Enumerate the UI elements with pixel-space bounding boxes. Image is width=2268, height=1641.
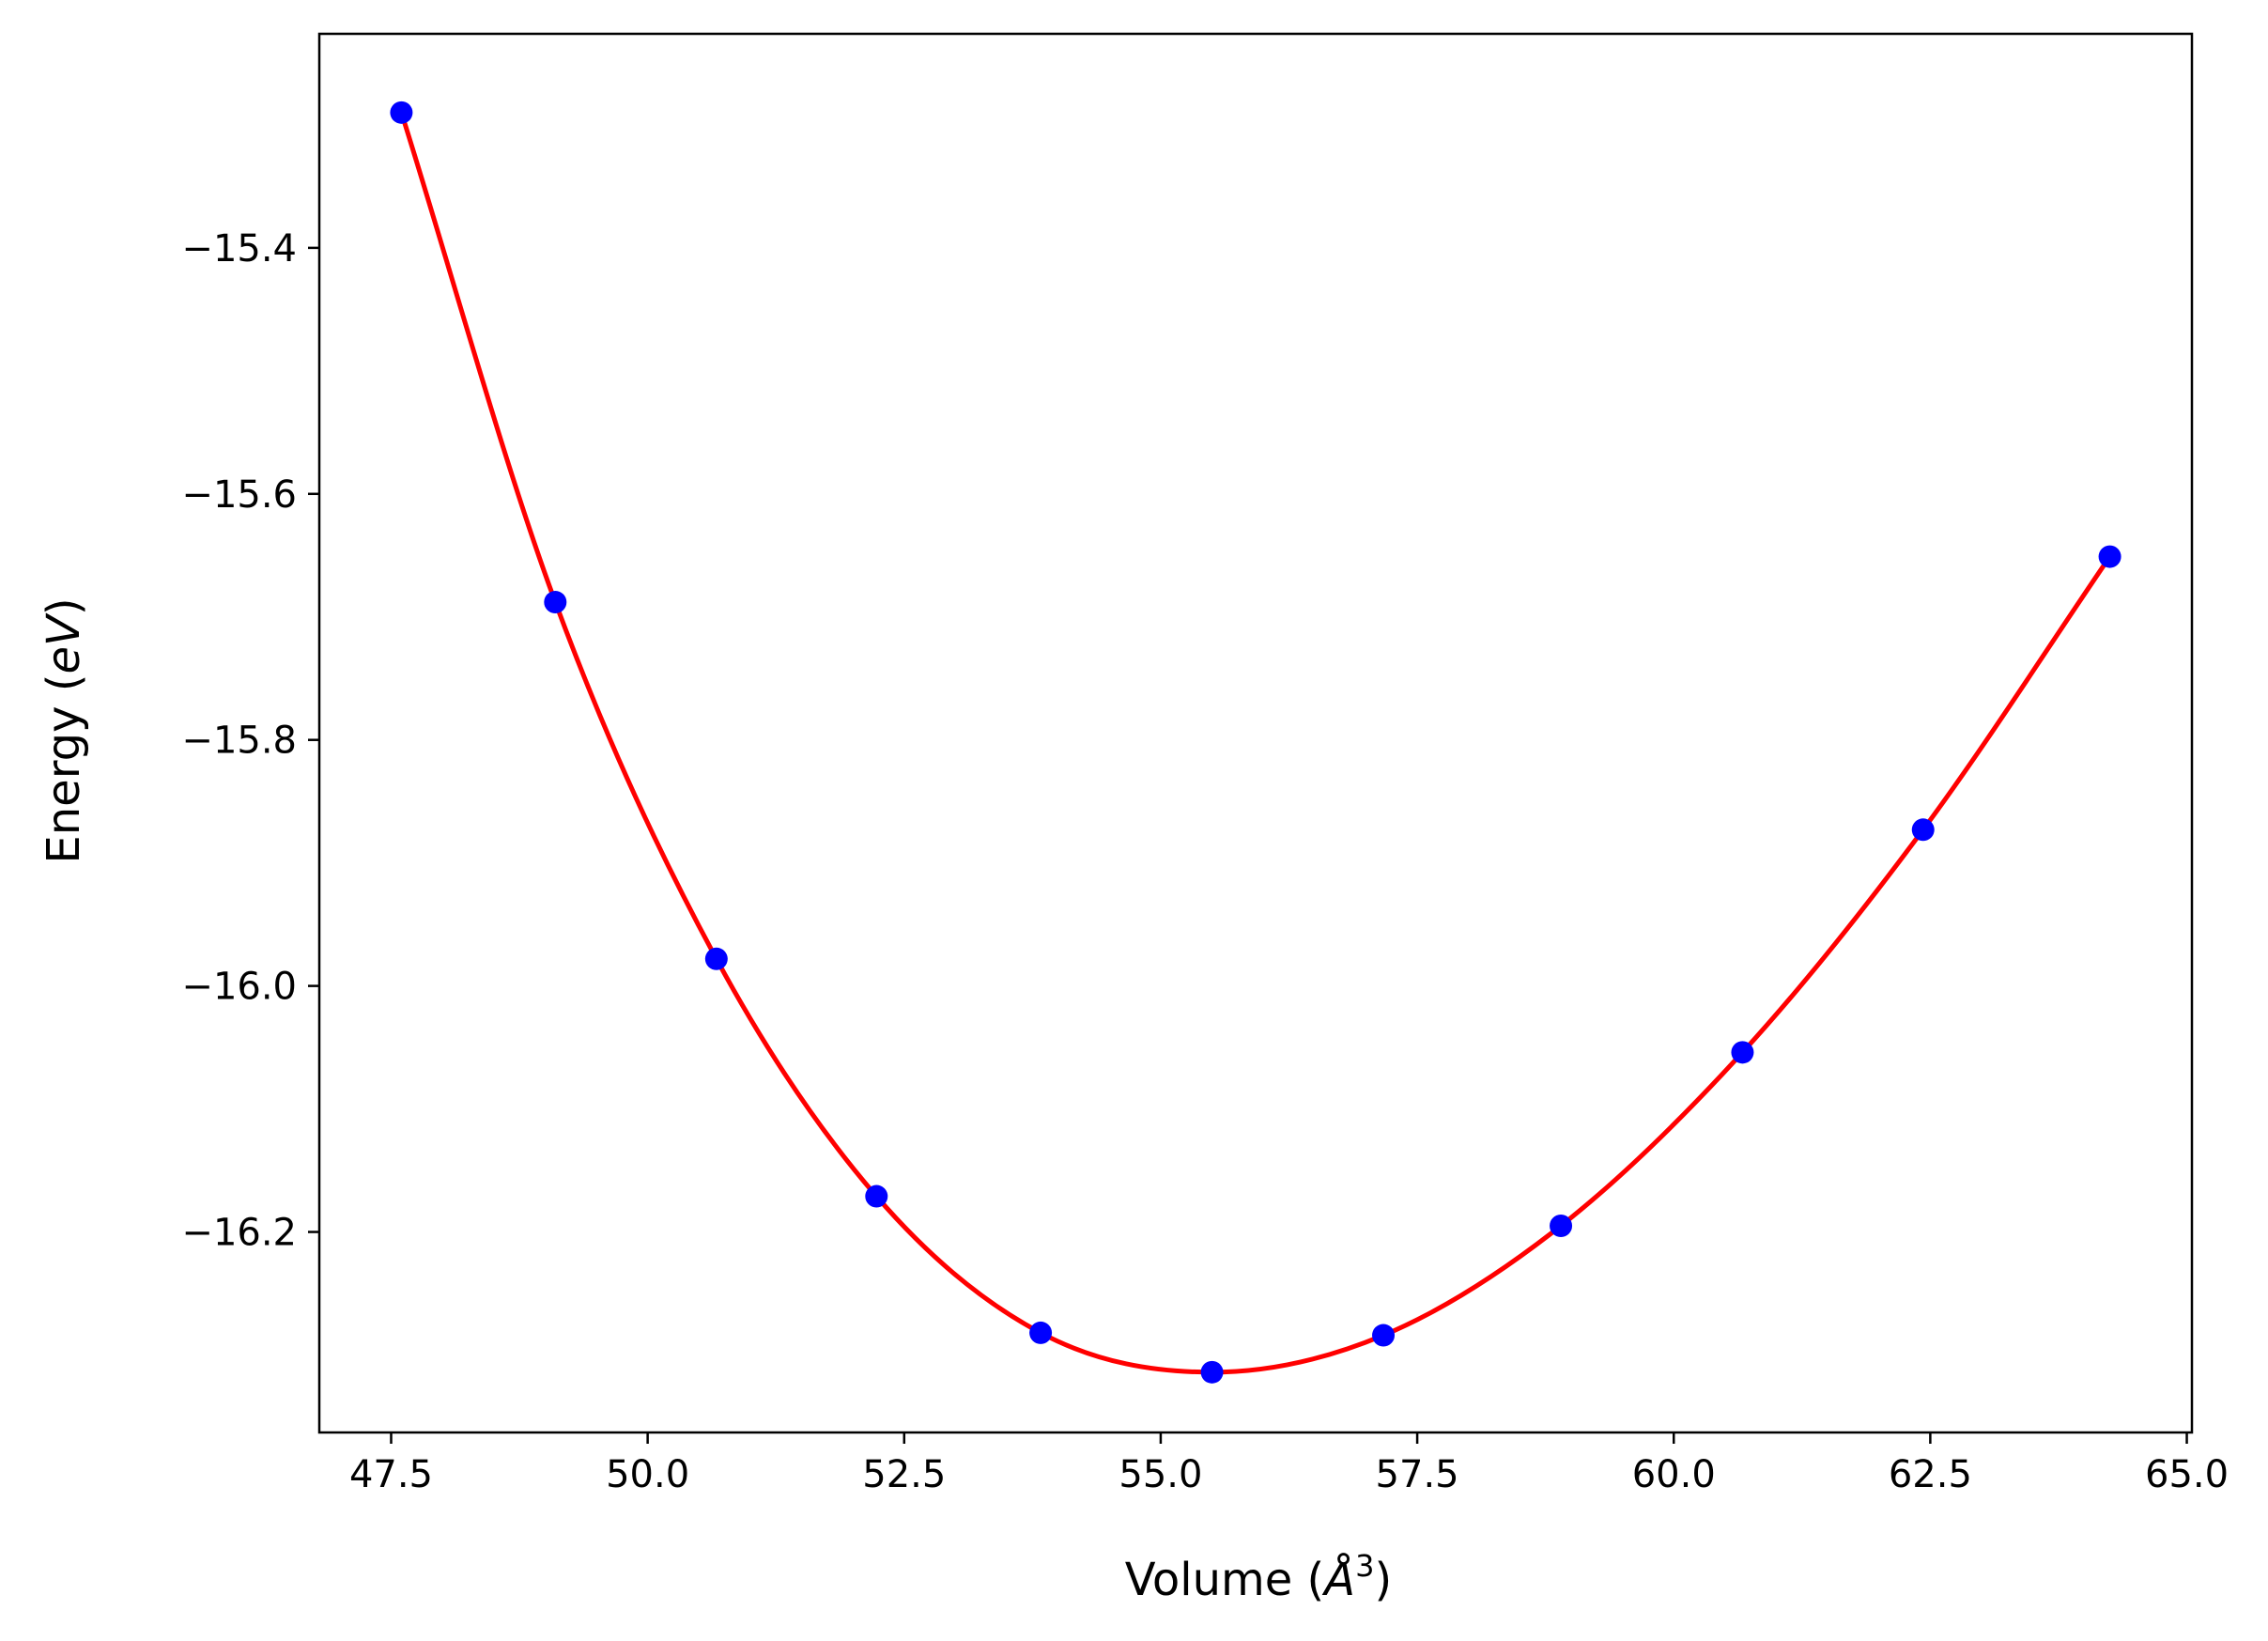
x-tick-label: 57.5	[1376, 1453, 1459, 1496]
x-tick-label: 62.5	[1889, 1453, 1972, 1496]
x-axis-label: Volume (Å3)	[1125, 1548, 1392, 1606]
y-axis-label-text: Energy (	[38, 674, 90, 864]
data-points-layer	[390, 101, 2121, 1384]
y-axis-label: Energy (eV)	[38, 597, 90, 863]
y-axis-ticks: −15.4 −15.6 −15.8 −16.0 −16.2	[181, 227, 319, 1255]
x-axis-label-close: )	[1374, 1554, 1392, 1606]
x-tick-label: 55.0	[1119, 1453, 1202, 1496]
data-point	[1029, 1321, 1053, 1344]
x-axis-label-text: Volume (	[1125, 1554, 1325, 1606]
y-tick-label: −16.2	[181, 1212, 297, 1255]
fit-curve-layer	[399, 112, 2112, 1375]
y-tick-label: −15.8	[181, 720, 297, 763]
data-point	[1550, 1214, 1573, 1237]
x-axis-label-unit-exponent: 3	[1355, 1548, 1374, 1584]
x-axis-label-unit: Å	[1321, 1553, 1355, 1606]
x-tick-label: 60.0	[1632, 1453, 1716, 1496]
y-tick-label: −16.0	[181, 966, 297, 1009]
data-point	[1911, 818, 1935, 842]
data-point	[704, 947, 728, 970]
data-point	[1200, 1360, 1224, 1384]
plot-frame	[317, 32, 2194, 1434]
data-point	[865, 1184, 888, 1208]
x-tick-label: 52.5	[862, 1453, 946, 1496]
y-tick-label: −15.4	[181, 227, 297, 271]
fit-curve-line	[399, 112, 2112, 1375]
x-tick-label: 47.5	[349, 1453, 433, 1496]
data-point	[1372, 1324, 1396, 1347]
x-tick-label: 50.0	[606, 1453, 689, 1496]
data-point	[390, 101, 413, 124]
y-axis-label-unit: eV	[38, 612, 90, 674]
y-tick-label: −15.6	[181, 473, 297, 517]
data-point	[544, 591, 567, 614]
x-tick-label: 65.0	[2145, 1453, 2229, 1496]
data-point	[1731, 1041, 1754, 1064]
x-axis-ticks: 47.5 50.0 52.5 55.0 57.5 60.0 62.5 65.0	[349, 1432, 2229, 1496]
y-axis-label-close: )	[38, 597, 90, 615]
data-point	[2098, 545, 2121, 568]
